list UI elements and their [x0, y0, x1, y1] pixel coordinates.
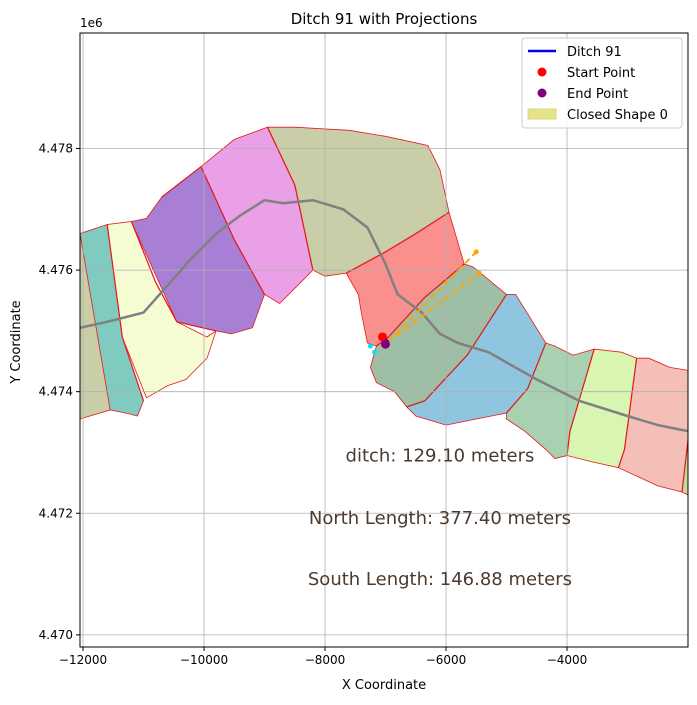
- end-point: [381, 339, 391, 349]
- legend-label: Start Point: [567, 66, 635, 81]
- projection-end-point: [476, 270, 482, 276]
- south-projection-line: [387, 272, 480, 343]
- north-projection-line: [387, 251, 478, 343]
- y-tick-label: 4.476: [39, 263, 73, 277]
- legend-dot-swatch: [537, 88, 547, 98]
- cyan-point: [372, 349, 378, 355]
- chart-title: Ditch 91 with Projections: [291, 10, 478, 28]
- annotation-text: North Length: 377.40 meters: [309, 508, 571, 529]
- zone-divider-line: [617, 358, 638, 468]
- x-tick-label: −10000: [180, 653, 228, 667]
- legend-label: End Point: [567, 87, 628, 102]
- zone-divider-line: [200, 166, 266, 295]
- cyan-point: [367, 343, 373, 349]
- projection-end-point: [473, 249, 479, 255]
- zone-divider-line: [681, 440, 688, 493]
- legend-label: Closed Shape 0: [567, 108, 668, 123]
- zone-divider-line: [506, 342, 547, 414]
- y-offset-label: 1e6: [80, 16, 103, 30]
- zone-divider-line: [106, 224, 145, 401]
- plot-frame: [79, 32, 689, 648]
- zone-divider-line: [566, 348, 595, 456]
- x-tick-label: −4000: [547, 653, 588, 667]
- legend-label: Ditch 91: [567, 45, 622, 60]
- annotation-text: South Length: 146.88 meters: [308, 569, 572, 590]
- legend: Ditch 91 Start Point End Point Closed Shape…: [521, 37, 683, 129]
- legend-patch-swatch: [527, 108, 557, 120]
- x-axis-label: X Coordinate: [342, 678, 426, 693]
- zone-divider-line: [130, 221, 217, 332]
- zone-divider-line: [266, 126, 314, 271]
- y-tick-label: 4.478: [39, 142, 73, 156]
- y-tick-label: 4.470: [39, 628, 73, 642]
- x-tick-label: −6000: [426, 653, 467, 667]
- legend-dot-swatch: [537, 67, 547, 77]
- start-point: [377, 332, 387, 342]
- legend-box: [521, 37, 683, 129]
- plot-area: ditch: 129.10 meters North Length: 377.40…: [80, 33, 688, 647]
- annotation-text: ditch: 129.10 meters: [346, 446, 535, 467]
- x-tick-label: −12000: [59, 653, 107, 667]
- zone-divider-line: [345, 211, 450, 274]
- x-tick-label: −8000: [305, 653, 346, 667]
- y-tick-label: 4.474: [39, 385, 73, 399]
- y-tick-label: 4.472: [39, 506, 73, 520]
- centerline: [80, 198, 688, 433]
- y-axis-label: Y Coordinate: [9, 300, 24, 384]
- zone-divider-line: [161, 166, 202, 198]
